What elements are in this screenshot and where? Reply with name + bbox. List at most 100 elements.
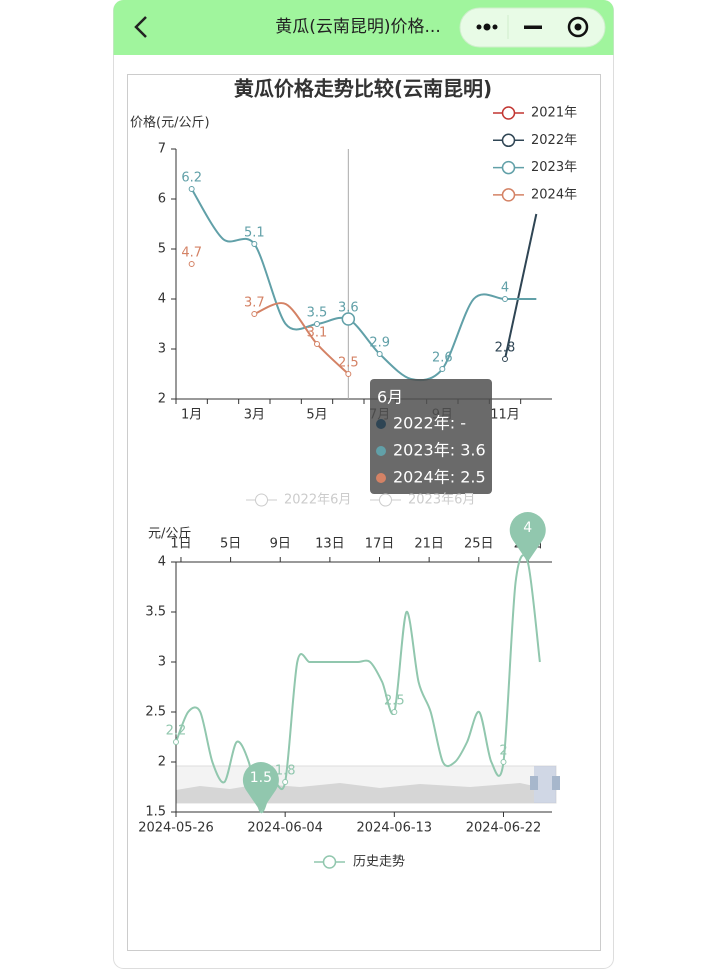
series-line [504, 213, 538, 360]
legend-label: 2024年 [531, 187, 577, 202]
x2-tick-label: 21日 [414, 537, 444, 552]
x-tick-label: 2024-06-04 [247, 821, 323, 836]
y-tick-label: 3 [158, 655, 166, 670]
tooltip-dot [376, 419, 386, 429]
legend-icon [501, 106, 516, 120]
sub-legend-icon [379, 493, 392, 507]
legend-icon [322, 855, 337, 869]
data-label: 2.9 [369, 336, 390, 351]
tooltip-dot [376, 473, 386, 483]
point [502, 296, 508, 302]
data-label: 2.8 [495, 341, 516, 356]
x-tick-label: 1月 [181, 408, 202, 423]
mark-pin-label: 4 [523, 520, 532, 536]
sub-legend-label: 2023年6月 [408, 493, 475, 508]
point [345, 371, 352, 377]
x2-tick-label: 1日 [170, 537, 191, 552]
sub-legend-icon [255, 493, 268, 507]
data-label: 3.6 [338, 301, 359, 316]
data-label: 3.5 [307, 306, 328, 321]
tooltip-item: 2024年: 2.5 [393, 468, 486, 487]
y-tick-label: 3 [158, 342, 166, 357]
tooltip [370, 379, 492, 494]
point [314, 341, 320, 347]
point [251, 241, 258, 247]
x2-tick-label: 17日 [365, 537, 395, 552]
legend-icon [501, 188, 516, 202]
legend-icon [501, 133, 516, 148]
x2-tick-label: 9日 [270, 537, 291, 552]
data-label: 2.2 [166, 724, 187, 739]
y-tick-label: 6 [158, 192, 166, 207]
zoom-handle[interactable] [530, 776, 538, 790]
point [188, 261, 195, 267]
tooltip-dot [376, 446, 386, 456]
data-label: 2 [499, 744, 507, 759]
data-label: 4 [501, 281, 509, 296]
mark-pin [509, 512, 546, 562]
data-label: 3.1 [307, 326, 328, 341]
legend-label: 历史走势 [353, 854, 405, 870]
y-axis-label: 价格(元/公斤) [130, 115, 210, 131]
x2-tick-label: 25日 [464, 537, 494, 552]
data-label: 6.2 [181, 171, 202, 186]
zoom-handle[interactable] [552, 776, 560, 790]
header-title: 黄瓜(云南昆明)价格... [275, 17, 440, 37]
data-label: 2.6 [432, 351, 453, 366]
point [282, 779, 289, 785]
legend-label: 2023年 [531, 160, 577, 175]
point [391, 709, 398, 715]
data-label: 2.5 [384, 694, 405, 709]
mark-pin [242, 762, 279, 812]
point [314, 321, 320, 327]
close-button[interactable] [567, 16, 589, 38]
point [439, 366, 446, 372]
x2-tick-label: 13日 [315, 537, 345, 552]
x-tick-label: 2024-06-13 [357, 821, 433, 836]
tooltip-item: 2022年: - [393, 414, 466, 433]
back-button[interactable] [134, 16, 147, 38]
mark-pin-label: 1.5 [250, 770, 272, 786]
tooltip-item: 2023年: 3.6 [393, 441, 486, 460]
legend-label: 2021年 [531, 106, 577, 121]
y-tick-label: 5 [158, 242, 166, 257]
series-line [253, 302, 350, 375]
y-axis-label: 元/公斤 [148, 527, 191, 542]
legend-label: 2022年 [531, 133, 577, 148]
y-tick-label: 4 [158, 292, 166, 307]
point [251, 311, 258, 317]
hover-point [341, 312, 356, 326]
data-label: 2.5 [338, 356, 359, 371]
point [502, 356, 508, 362]
series-line [175, 554, 541, 814]
card [127, 74, 601, 951]
legend-icon [501, 160, 516, 175]
data-label: 1.8 [275, 764, 296, 779]
y-tick-label: 1.5 [145, 805, 166, 820]
x-tick-label: 3月 [244, 408, 265, 423]
y-tick-label: 7 [158, 142, 166, 157]
point [376, 351, 383, 357]
x-tick-label: 5月 [306, 408, 327, 423]
data-label: 5.1 [244, 226, 265, 241]
y-tick-label: 2 [158, 755, 166, 770]
x-tick-label: 2024-06-22 [466, 821, 542, 836]
sub-legend-label: 2022年6月 [284, 493, 351, 508]
y-tick-label: 3.5 [145, 605, 166, 620]
x2-tick-label: 5日 [220, 537, 241, 552]
chart-title: 黄瓜价格走势比较(云南昆明) [234, 77, 492, 101]
y-tick-label: 2 [158, 392, 166, 407]
point [173, 739, 179, 745]
y-tick-label: 2.5 [145, 705, 166, 720]
y-tick-label: 4 [158, 555, 166, 570]
x-tick-label: 2024-05-26 [138, 821, 214, 836]
x-tick-label: 11月 [490, 408, 520, 423]
more-button[interactable] [476, 23, 498, 31]
data-label: 4.7 [181, 246, 202, 261]
point [188, 186, 195, 192]
tooltip-title: 6月 [377, 388, 403, 407]
minimize-button[interactable] [524, 25, 542, 30]
point [500, 759, 507, 765]
